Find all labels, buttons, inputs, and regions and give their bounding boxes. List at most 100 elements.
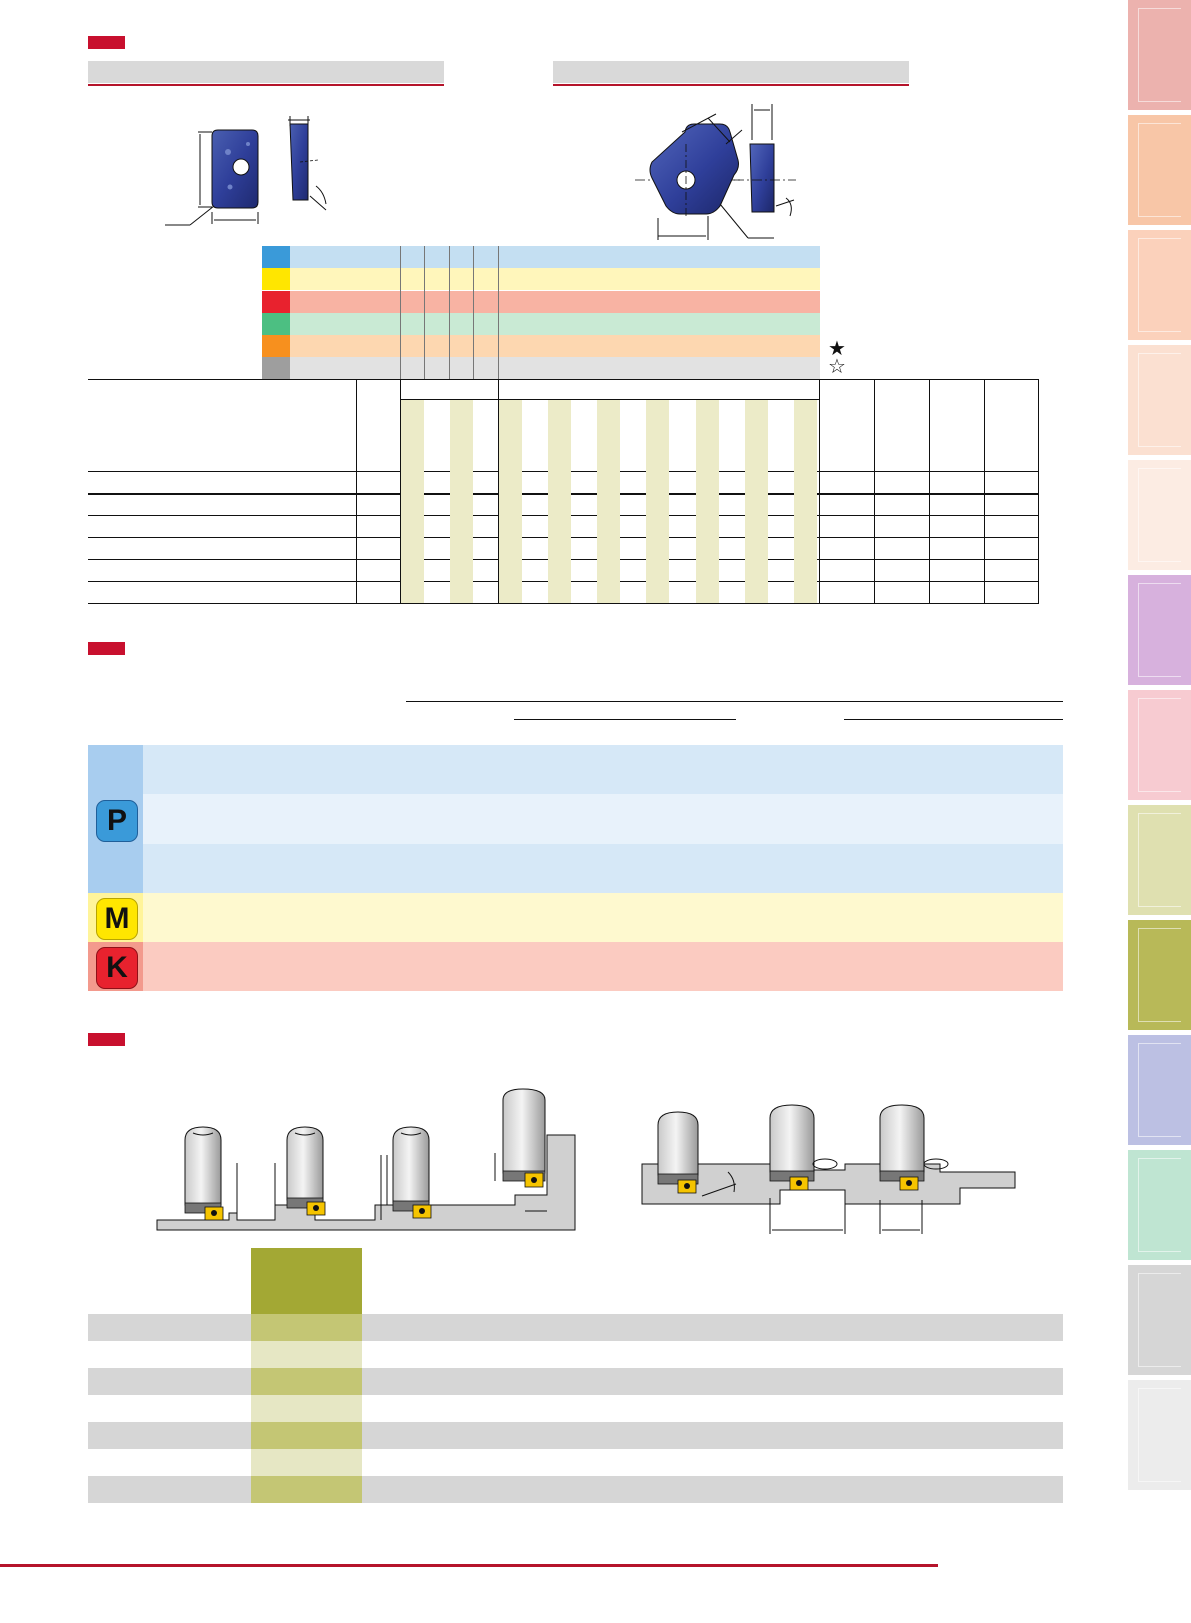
available-star-icon: ☆: [828, 354, 846, 378]
grade-column: [597, 400, 620, 603]
index-tab-13[interactable]: [1128, 1380, 1191, 1490]
index-tab-7[interactable]: [1128, 690, 1191, 800]
ops-row-3-highlight: [251, 1368, 362, 1395]
conditions-subheader-line-left: [514, 719, 736, 720]
olive-header-cell: [251, 1248, 362, 1314]
index-tab-4[interactable]: [1128, 345, 1191, 455]
conditions-subheader-line-right: [844, 719, 1063, 720]
insert-type-underline-left: [88, 84, 444, 86]
table-bottom-line: [88, 603, 1039, 604]
table-col-line: [400, 379, 401, 603]
legend-swatch-nonferrous: [262, 313, 290, 335]
legend-divider: [473, 246, 474, 379]
ops-row-7-highlight: [251, 1476, 362, 1503]
table-col-line: [498, 379, 499, 603]
index-tab-2[interactable]: [1128, 115, 1191, 225]
index-tab-3[interactable]: [1128, 230, 1191, 340]
legend-band-hardened: [290, 357, 820, 379]
grade-column: [450, 400, 473, 603]
table-col-line: [984, 379, 985, 603]
table-col-line: [1038, 379, 1039, 603]
index-tab-6[interactable]: [1128, 575, 1191, 685]
rectangular-insert-drawing: [165, 116, 327, 226]
trigon-insert-drawing: [635, 104, 796, 240]
material-m-badge: M: [96, 898, 138, 940]
tab-frame: [1138, 583, 1181, 677]
legend-swatch-heatresistant: [262, 335, 290, 357]
index-tab-12[interactable]: [1128, 1265, 1191, 1375]
tab-frame: [1138, 468, 1181, 562]
tab-frame: [1138, 928, 1181, 1022]
section-marker-cutting-conditions: [88, 642, 125, 655]
tab-frame: [1138, 8, 1181, 102]
legend-swatch-stainless: [262, 268, 290, 290]
legend-band-heatresistant: [290, 335, 820, 357]
grade-column: [646, 400, 669, 603]
insert-type-header-right: [553, 61, 909, 83]
table-subheader-line: [400, 399, 820, 400]
legend-band-stainless: [290, 268, 820, 290]
grade-column: [548, 400, 571, 603]
condition-row-p2: [143, 794, 1063, 844]
legend-swatch-hardened: [262, 357, 290, 379]
table-col-line: [356, 379, 357, 603]
section-marker-inserts: [88, 36, 125, 49]
ops-row-3: [88, 1368, 1063, 1395]
condition-row-k: [143, 942, 1063, 991]
tab-frame: [1138, 1043, 1181, 1137]
ops-row-4-highlight: [251, 1395, 362, 1422]
legend-band-castiron: [290, 291, 820, 313]
tab-frame: [1138, 1388, 1181, 1482]
grade-column: [401, 400, 424, 603]
grade-column: [794, 400, 817, 603]
legend-swatch-castiron: [262, 291, 290, 313]
insert-type-header-left: [88, 61, 444, 83]
conditions-header-line: [406, 701, 1063, 702]
index-tab-1[interactable]: [1128, 0, 1191, 110]
ops-row-5: [88, 1422, 1063, 1449]
table-col-line: [819, 379, 820, 603]
ops-row-2-highlight: [251, 1341, 362, 1368]
tab-frame: [1138, 353, 1181, 447]
legend-divider: [424, 246, 425, 379]
legend-swatch-steel: [262, 246, 290, 268]
condition-row-p1: [143, 745, 1063, 794]
index-tab-5[interactable]: [1128, 460, 1191, 570]
tab-frame: [1138, 1158, 1181, 1252]
grade-column: [499, 400, 522, 603]
table-col-line: [929, 379, 930, 603]
footer-red-line: [0, 1564, 938, 1567]
tab-frame: [1138, 698, 1181, 792]
tab-frame: [1138, 238, 1181, 332]
legend-band-nonferrous: [290, 313, 820, 335]
index-tab-10[interactable]: [1128, 1035, 1191, 1145]
condition-row-p3: [143, 844, 1063, 893]
legend-divider: [400, 246, 401, 379]
section-marker-operations: [88, 1033, 125, 1046]
condition-row-m: [143, 893, 1063, 942]
milling-operations-drawing-right: [641, 1104, 1016, 1234]
index-tab-11[interactable]: [1128, 1150, 1191, 1260]
grade-column: [745, 400, 768, 603]
legend-band-steel: [290, 246, 820, 268]
ops-row-1: [88, 1314, 1063, 1341]
grade-column: [696, 400, 719, 603]
ops-row-7: [88, 1476, 1063, 1503]
table-col-line: [874, 379, 875, 603]
tab-frame: [1138, 123, 1181, 217]
milling-operations-drawing-left: [156, 1088, 576, 1231]
tab-frame: [1138, 1273, 1181, 1367]
ops-row-1-highlight: [251, 1314, 362, 1341]
tab-frame: [1138, 813, 1181, 907]
material-p-badge: P: [96, 800, 138, 842]
legend-divider: [498, 246, 499, 379]
table-top-line: [88, 379, 1039, 380]
index-tab-9-active[interactable]: [1128, 920, 1191, 1030]
recommended-star-icon: ★: [828, 336, 846, 360]
material-k-badge: K: [96, 947, 138, 989]
insert-type-underline-right: [553, 84, 909, 86]
ops-row-5-highlight: [251, 1422, 362, 1449]
legend-divider: [449, 246, 450, 379]
ops-row-6-highlight: [251, 1449, 362, 1476]
index-tab-8[interactable]: [1128, 805, 1191, 915]
